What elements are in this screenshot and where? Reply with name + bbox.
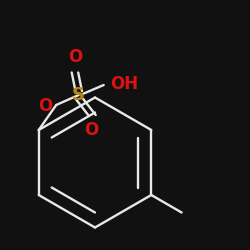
- Text: O: O: [84, 121, 98, 139]
- Text: OH: OH: [110, 75, 138, 93]
- Text: O: O: [68, 48, 82, 66]
- Text: S: S: [72, 86, 85, 104]
- Text: O: O: [38, 97, 52, 115]
